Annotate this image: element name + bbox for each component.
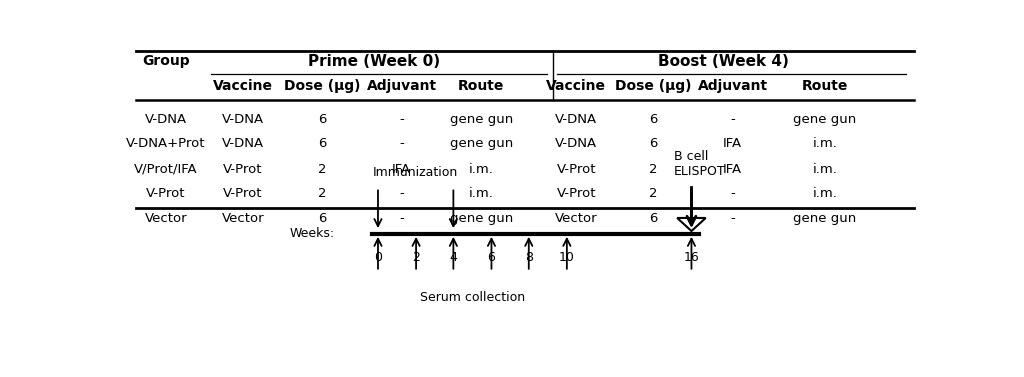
Text: 6: 6	[318, 212, 327, 225]
Text: -: -	[730, 187, 735, 200]
Text: Vector: Vector	[555, 212, 598, 225]
Text: IFA: IFA	[392, 163, 412, 176]
Text: Vector: Vector	[144, 212, 187, 225]
Text: 16: 16	[684, 251, 699, 264]
Text: B cell
ELISPOT: B cell ELISPOT	[674, 150, 726, 178]
Text: -: -	[730, 212, 735, 225]
Text: 6: 6	[649, 138, 657, 150]
Polygon shape	[677, 218, 706, 231]
Text: V-DNA: V-DNA	[555, 113, 597, 126]
Text: V-Prot: V-Prot	[146, 187, 185, 200]
Text: 2: 2	[318, 187, 327, 200]
Text: Serum collection: Serum collection	[420, 291, 525, 304]
Text: V-DNA: V-DNA	[145, 113, 187, 126]
Text: gene gun: gene gun	[450, 212, 513, 225]
Text: V/Prot/IFA: V/Prot/IFA	[134, 163, 198, 176]
Text: Immunization: Immunization	[373, 167, 459, 179]
Text: 2: 2	[649, 163, 657, 176]
Text: 8: 8	[524, 251, 532, 264]
Text: V-DNA: V-DNA	[555, 138, 597, 150]
Text: gene gun: gene gun	[450, 138, 513, 150]
Text: Vector: Vector	[222, 212, 264, 225]
Text: 2: 2	[318, 163, 327, 176]
Text: 2: 2	[412, 251, 420, 264]
Text: -: -	[399, 187, 404, 200]
Text: 6: 6	[318, 138, 327, 150]
Text: Dose (μg): Dose (μg)	[285, 80, 360, 93]
Text: Route: Route	[458, 80, 505, 93]
Text: i.m.: i.m.	[812, 187, 838, 200]
Text: Adjuvant: Adjuvant	[367, 80, 437, 93]
Text: V-DNA+Prot: V-DNA+Prot	[126, 138, 206, 150]
Text: 0: 0	[374, 251, 382, 264]
Text: Group: Group	[142, 54, 189, 68]
Text: 4: 4	[450, 251, 458, 264]
Text: 6: 6	[318, 113, 327, 126]
Text: 2: 2	[649, 187, 657, 200]
Text: IFA: IFA	[723, 163, 742, 176]
Text: i.m.: i.m.	[469, 187, 494, 200]
Text: i.m.: i.m.	[812, 138, 838, 150]
Text: 6: 6	[487, 251, 496, 264]
Text: V-Prot: V-Prot	[557, 163, 596, 176]
Text: -: -	[730, 113, 735, 126]
Text: Vaccine: Vaccine	[547, 80, 606, 93]
Text: gene gun: gene gun	[794, 113, 856, 126]
Text: IFA: IFA	[723, 138, 742, 150]
Text: V-Prot: V-Prot	[223, 163, 263, 176]
Text: Boost (Week 4): Boost (Week 4)	[657, 54, 788, 69]
Text: Weeks:: Weeks:	[289, 227, 334, 241]
Text: V-Prot: V-Prot	[557, 187, 596, 200]
Text: Adjuvant: Adjuvant	[697, 80, 768, 93]
Text: Dose (μg): Dose (μg)	[615, 80, 691, 93]
Text: Route: Route	[802, 80, 848, 93]
Text: i.m.: i.m.	[812, 163, 838, 176]
Text: -: -	[399, 113, 404, 126]
Text: V-DNA: V-DNA	[222, 138, 264, 150]
Text: 6: 6	[649, 113, 657, 126]
Text: Vaccine: Vaccine	[213, 80, 273, 93]
Text: V-DNA: V-DNA	[222, 113, 264, 126]
Text: V-Prot: V-Prot	[223, 187, 263, 200]
Text: Prime (Week 0): Prime (Week 0)	[308, 54, 440, 69]
Text: -: -	[399, 138, 404, 150]
Text: 10: 10	[559, 251, 574, 264]
Text: 6: 6	[649, 212, 657, 225]
Text: -: -	[399, 212, 404, 225]
Text: gene gun: gene gun	[450, 113, 513, 126]
Text: gene gun: gene gun	[794, 212, 856, 225]
Text: i.m.: i.m.	[469, 163, 494, 176]
